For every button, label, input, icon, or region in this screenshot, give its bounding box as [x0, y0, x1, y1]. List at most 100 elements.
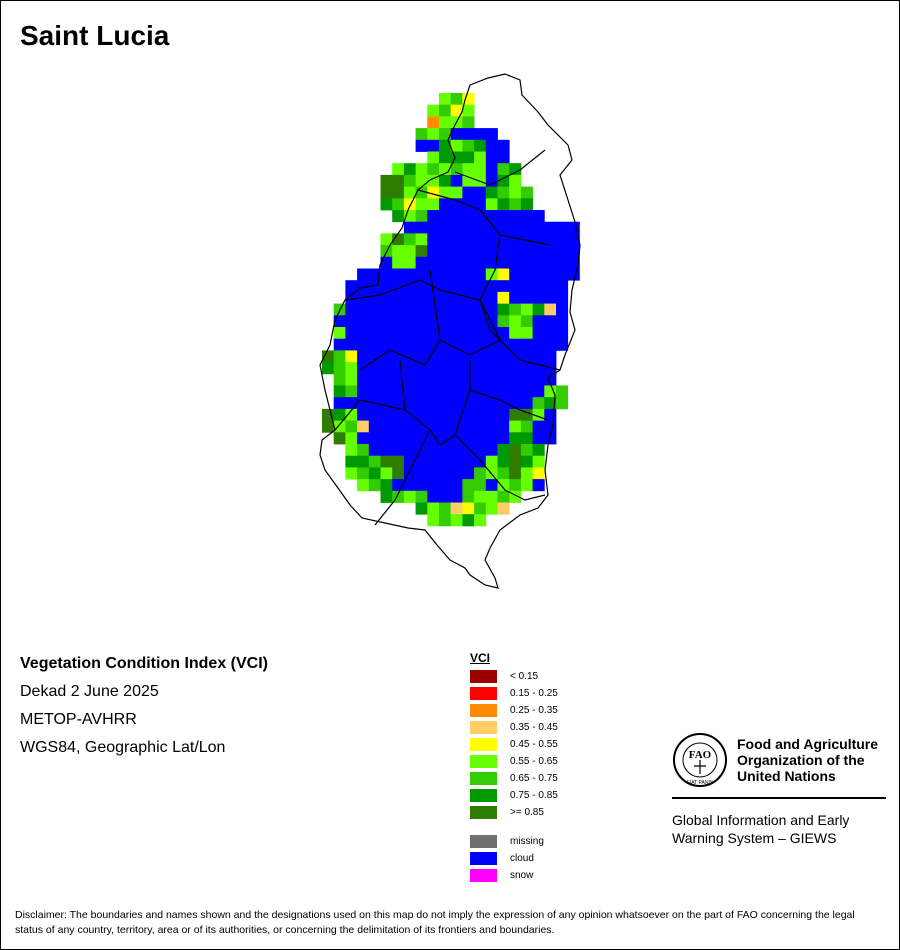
map-info: Vegetation Condition Index (VCI) Dekad 2…	[20, 655, 268, 767]
raster-cell	[427, 514, 440, 527]
raster-cell	[520, 432, 533, 445]
raster-cell	[439, 221, 452, 234]
raster-cell	[427, 210, 440, 223]
raster-cell	[368, 373, 381, 386]
raster-cell	[474, 514, 487, 527]
raster-cell	[439, 268, 452, 281]
raster-cell	[427, 408, 440, 421]
raster-cell	[403, 256, 416, 269]
raster-cell	[462, 268, 475, 281]
legend-item: missing	[470, 833, 558, 850]
district-boundary	[454, 434, 546, 501]
raster-cell	[380, 444, 393, 457]
raster-cell	[462, 514, 475, 527]
raster-cell	[474, 455, 487, 468]
legend-swatch	[470, 806, 497, 819]
raster-cell	[450, 268, 463, 281]
raster-cell	[439, 291, 452, 304]
raster-cell	[474, 128, 487, 141]
raster-cell	[520, 210, 533, 223]
district-boundary	[344, 279, 561, 371]
raster-cell	[439, 455, 452, 468]
raster-cell	[532, 467, 545, 480]
raster-cell	[392, 210, 405, 223]
raster-cell	[345, 420, 358, 433]
raster-cell	[439, 303, 452, 316]
raster-cell	[509, 186, 522, 199]
raster-cell	[520, 338, 533, 351]
legend-swatch	[470, 670, 497, 683]
raster-cell	[392, 186, 405, 199]
raster-cell	[509, 350, 522, 363]
raster-cell	[368, 455, 381, 468]
raster-cell	[380, 385, 393, 398]
raster-cell	[357, 373, 370, 386]
raster-cell	[485, 479, 498, 492]
raster-cell	[439, 350, 452, 363]
raster-cell	[532, 256, 545, 269]
raster-cell	[439, 397, 452, 410]
raster-cell	[485, 233, 498, 246]
legend-swatch	[470, 835, 497, 848]
legend-swatch	[470, 721, 497, 734]
raster-cell	[450, 467, 463, 480]
raster-cell	[544, 385, 557, 398]
raster-cell	[567, 245, 580, 258]
raster-cell	[520, 397, 533, 410]
raster-cell	[520, 186, 533, 199]
raster-cell	[427, 291, 440, 304]
raster-cell	[415, 233, 428, 246]
legend-item: 0.55 - 0.65	[470, 753, 558, 770]
raster-cell	[462, 397, 475, 410]
raster-cell	[368, 408, 381, 421]
raster-cell	[380, 315, 393, 328]
raster-cell	[450, 397, 463, 410]
raster-cell	[403, 490, 416, 503]
raster-cell	[497, 268, 510, 281]
raster-cell	[509, 362, 522, 375]
legend-label: 0.35 - 0.45	[510, 722, 558, 733]
raster-cell	[497, 151, 510, 164]
raster-cell	[497, 338, 510, 351]
raster-cell	[357, 397, 370, 410]
raster-cell	[345, 303, 358, 316]
legend-swatch	[470, 755, 497, 768]
raster-cell	[415, 291, 428, 304]
raster-cell	[333, 408, 346, 421]
raster-cell	[427, 373, 440, 386]
raster-cell	[462, 256, 475, 269]
raster-cell	[485, 245, 498, 258]
period-label: Dekad 2 June 2025	[20, 683, 159, 700]
raster-cell	[485, 280, 498, 293]
raster-cell	[357, 327, 370, 340]
raster-cell	[427, 362, 440, 375]
raster-cell	[567, 256, 580, 269]
raster-cell	[380, 350, 393, 363]
raster-cell	[439, 502, 452, 515]
raster-cell	[520, 455, 533, 468]
raster-cell	[392, 350, 405, 363]
raster-cell	[439, 408, 452, 421]
raster-cell	[403, 198, 416, 211]
legend-label: snow	[510, 870, 534, 881]
raster-cell	[520, 291, 533, 304]
raster-cell	[345, 467, 358, 480]
raster-cell	[485, 186, 498, 199]
raster-cell	[462, 245, 475, 258]
raster-cell	[368, 432, 381, 445]
raster-cell	[497, 420, 510, 433]
raster-cell	[532, 221, 545, 234]
raster-cell	[462, 186, 475, 199]
raster-cell	[485, 151, 498, 164]
raster-cell	[509, 420, 522, 433]
vci-raster	[322, 93, 580, 527]
giews-line: Global Information and Early	[672, 812, 850, 828]
raster-cell	[392, 163, 405, 176]
raster-cell	[345, 280, 358, 293]
raster-cell	[368, 385, 381, 398]
raster-cell	[450, 502, 463, 515]
raster-cell	[392, 385, 405, 398]
raster-cell	[357, 420, 370, 433]
legend-label: 0.25 - 0.35	[510, 705, 558, 716]
raster-cell	[520, 303, 533, 316]
